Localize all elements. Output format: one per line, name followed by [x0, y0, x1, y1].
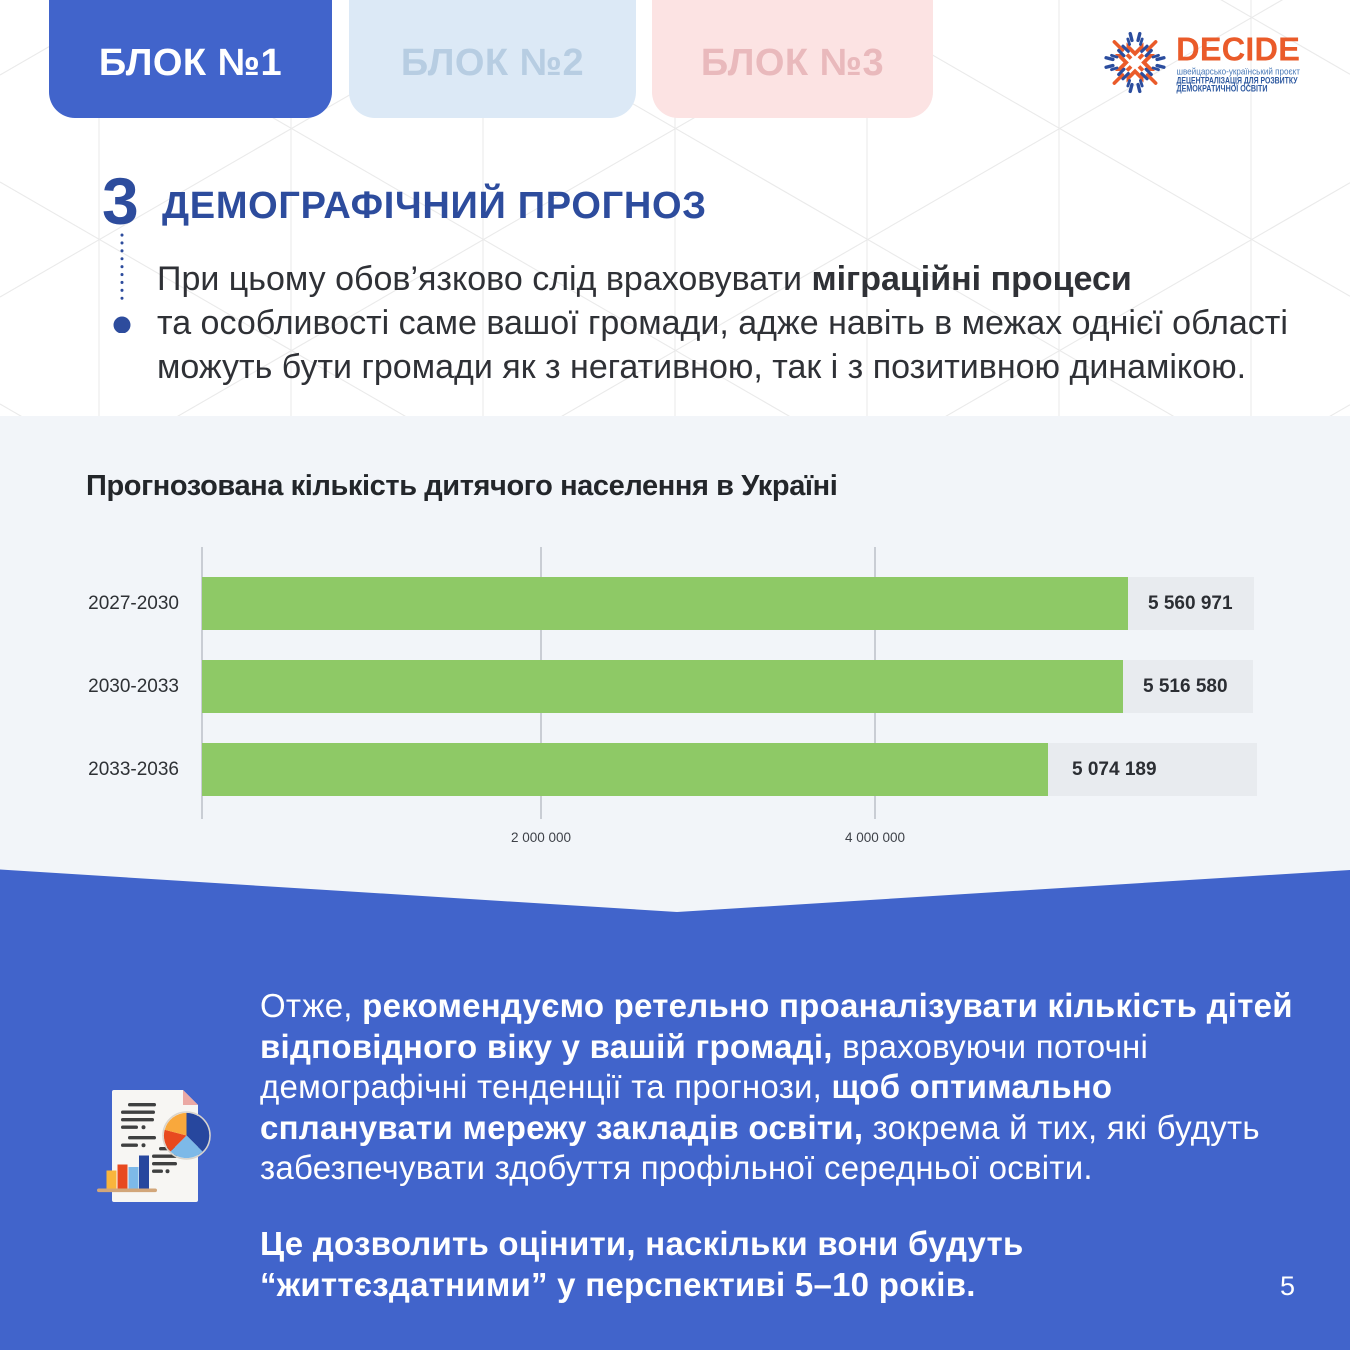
svg-text:ДЕМОКРАТИЧНОЇ ОСВІТИ: ДЕМОКРАТИЧНОЇ ОСВІТИ: [1177, 82, 1268, 93]
svg-text:ДЕЦЕНТРАЛІЗАЦІЯ ДЛЯ РОЗВИТКУ: ДЕЦЕНТРАЛІЗАЦІЯ ДЛЯ РОЗВИТКУ: [1177, 75, 1298, 86]
svg-text:швейцарсько-український проєкт: швейцарсько-український проєкт: [1177, 67, 1301, 78]
svg-text:DECIDE: DECIDE: [1176, 32, 1300, 69]
